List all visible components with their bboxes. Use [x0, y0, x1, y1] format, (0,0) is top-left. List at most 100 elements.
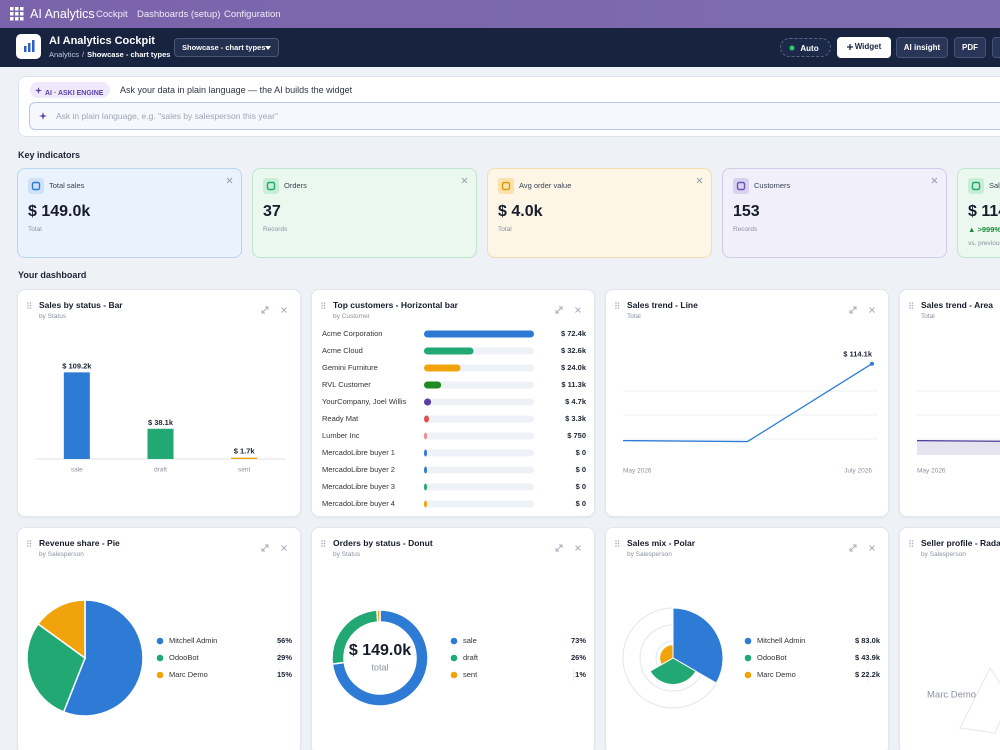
more-button[interactable] [992, 37, 1000, 58]
dashboard-select[interactable]: Showcase - chart types [174, 38, 279, 57]
apps-icon[interactable] [10, 7, 24, 21]
widget-subtitle: by Salesperson [627, 551, 672, 558]
kpi-icon-bg [28, 178, 44, 194]
breadcrumb-item[interactable]: Analytics [49, 50, 80, 59]
widget-title: Orders by status - Donut [333, 538, 433, 548]
drag-handle [909, 307, 911, 309]
expand-icon [555, 306, 563, 314]
drag-handle [321, 545, 323, 547]
drag-handle [323, 304, 326, 307]
kpi-close[interactable] [226, 177, 233, 184]
drag-handle [321, 542, 323, 545]
drag-handle [615, 304, 617, 307]
header-button[interactable]: Widget [837, 37, 891, 58]
drag-handle [29, 304, 32, 307]
widget-chart: Acme Corporation $ 72.4k Acme Cloud $ 32.6k… [321, 302, 587, 508]
drag-handle [617, 540, 620, 542]
bar-track [424, 398, 534, 406]
bar [424, 398, 432, 406]
radar-axis-label: Marc Demo [927, 690, 976, 701]
legend-value: 73% [571, 636, 586, 645]
kpi-card: Orders 37 Records [252, 168, 477, 258]
apps-dot [15, 17, 19, 21]
value-label: $ 109.2k [62, 361, 92, 370]
y-tick-label: MercadoLibre buyer 4 [322, 499, 395, 508]
logo [16, 34, 41, 59]
drag-handle [909, 542, 911, 545]
widget-subtitle: Total [921, 313, 935, 320]
widget-subtitle: Total [627, 313, 641, 320]
kpi-note: Records [733, 226, 758, 233]
y-tick-label: Acme Cloud [322, 346, 363, 355]
drag-handle [615, 307, 617, 309]
widget: Acme Corporation $ 72.4k Acme Cloud $ 32.6k… [311, 289, 595, 517]
kpi-close[interactable] [461, 177, 468, 184]
apps-dot [20, 17, 24, 21]
expand-icon [555, 544, 563, 552]
logo-bar [32, 40, 35, 52]
sparkle-shape [35, 86, 42, 94]
button-label: Auto [800, 44, 819, 53]
widget-title: Revenue share - Pie [39, 538, 120, 548]
button-label: Widget [854, 42, 882, 51]
kpi-value: 37 [263, 203, 281, 220]
kpi-value: $ 149.0k [28, 203, 91, 220]
bar [424, 330, 534, 338]
kpi-icon-glyph [736, 181, 746, 191]
kpi-close[interactable] [931, 177, 938, 184]
expand-icon [261, 544, 269, 552]
drag-handle [29, 307, 32, 309]
legend-label: OdooBot [169, 653, 200, 662]
close-icon [281, 307, 287, 313]
widget: Mitchell Admin 56% OdooBot 29% Marc Demo 15% R… [17, 527, 301, 750]
kpi-icon-glyph [501, 181, 511, 191]
header-button[interactable]: PDF [954, 37, 986, 58]
donut-slice [331, 609, 429, 707]
menu-item[interactable]: Cockpit [96, 9, 128, 20]
drag-handle [27, 304, 29, 307]
kpi-card: Sales $ 114.1k ▲ >999% vs. previous [957, 168, 1000, 258]
kpi-close[interactable] [696, 177, 703, 184]
header-button[interactable]: AI insight [896, 37, 948, 58]
apps-dot [20, 12, 24, 16]
donut-slice [376, 609, 381, 623]
drag-handle [29, 545, 32, 547]
donut-center-value: $ 149.0k [349, 642, 411, 659]
legend-value: $ 83.0k [855, 636, 881, 645]
apps-dot [15, 12, 19, 16]
kpi-value: $ 114.1k [968, 203, 1000, 220]
widget-chart: $ 114.1k May 2026 July 2026 [615, 302, 878, 475]
widget-title: Sales by status - Bar [39, 300, 123, 310]
menu-item[interactable]: Configuration [224, 9, 281, 20]
header: AI Analytics Cockpit Analytics / Showcase -… [0, 28, 1000, 67]
legend-value: 29% [277, 653, 292, 662]
y-tick-label: MercadoLibre buyer 3 [322, 482, 395, 491]
y-tick-label: Gemini Furniture [322, 363, 378, 372]
legend-divider [573, 652, 575, 664]
value-label: $ 0 [576, 499, 586, 508]
button-label: AI insight [903, 43, 941, 52]
apps-dot [10, 12, 14, 16]
kpi-icon-bg [263, 178, 279, 194]
header-button[interactable]: Auto [780, 38, 831, 57]
ask-input[interactable]: Ask in plain language, e.g. "sales by sa… [29, 102, 1000, 130]
bar [424, 415, 430, 423]
widget-title: Sales trend - Area [921, 300, 993, 310]
drag-handle [321, 304, 323, 307]
bar [424, 381, 442, 389]
menu-item[interactable]: Dashboards (setup) [137, 9, 221, 20]
drag-handle [615, 540, 617, 542]
value-label: $ 0 [576, 482, 586, 491]
close-shape [461, 177, 468, 184]
legend-label: sale [463, 636, 477, 645]
widget-chart: Mitchell Admin $ 83.0k OdooBot $ 43.9k Marc … [615, 540, 881, 709]
bar [424, 466, 427, 474]
bar-track [424, 415, 534, 423]
bar [147, 428, 174, 459]
value-label: $ 72.4k [561, 329, 587, 338]
drag-handle [911, 304, 914, 307]
kpi-icon-bg [498, 178, 514, 194]
kpi-value: $ 4.0k [498, 203, 543, 220]
bar [424, 449, 427, 457]
value-label: $ 1.7k [234, 447, 256, 456]
